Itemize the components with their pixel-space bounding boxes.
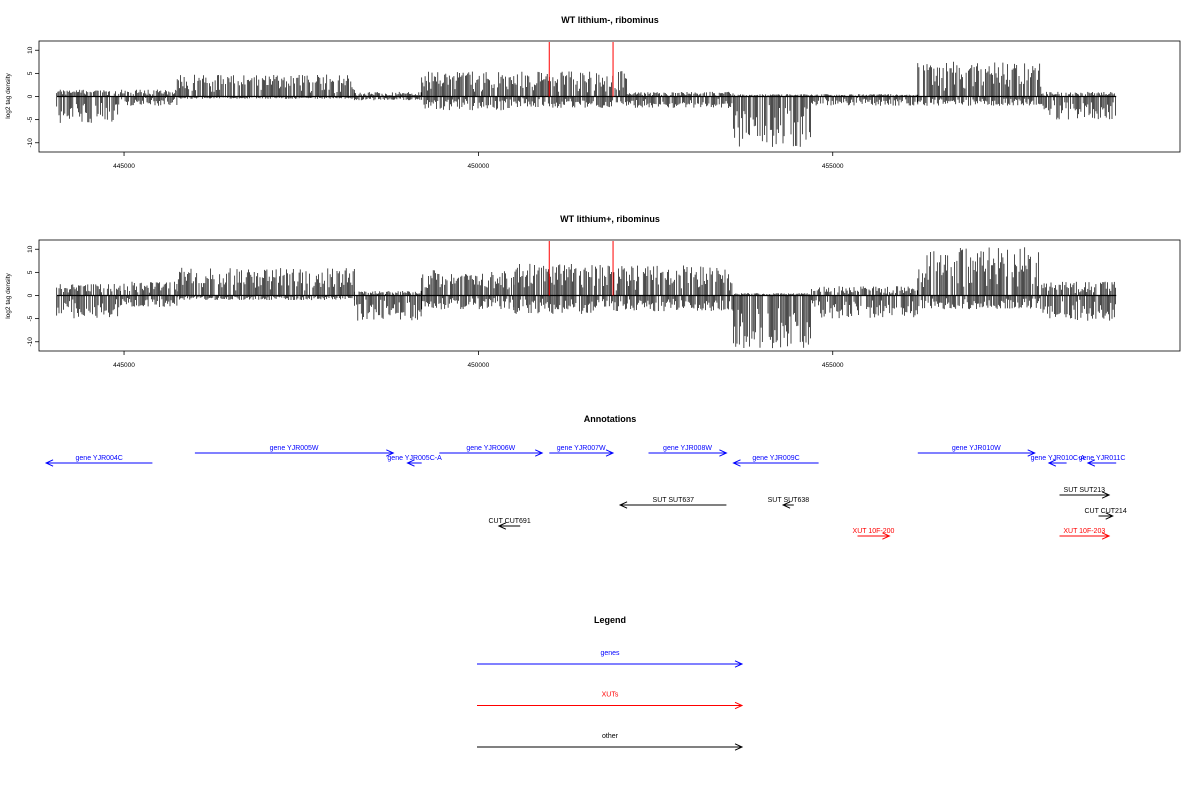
strand-arrowhead (44, 459, 54, 467)
feature-label: SUT SUT213 (1064, 487, 1106, 494)
legend-label: other (602, 733, 619, 740)
legend-entry-other: other (477, 733, 744, 751)
panel-title: WT lithium-, ribominus (561, 15, 659, 25)
feature-cut-cut691: CUT CUT691 (488, 518, 531, 530)
feature-gene-yjr010w: gene YJR010W (917, 445, 1036, 457)
feature-group: gene YJR004C gene YJR005W gene YJR005C-A ge… (44, 445, 1127, 540)
strand-arrowhead (1047, 459, 1057, 467)
feature-label: CUT CUT691 (488, 518, 530, 525)
y-tick-label: 0 (27, 293, 34, 297)
legend-title: Legend (594, 615, 626, 625)
panel-title: WT lithium+, ribominus (560, 214, 660, 224)
feature-gene-yjr005w: gene YJR005W (194, 445, 395, 457)
feature-gene-yjr011c: gene YJR011C (1079, 455, 1126, 467)
legend-entry-genes: genes (477, 650, 744, 668)
x-tick-label: 455000 (822, 163, 844, 170)
feature-label: gene YJR009C (752, 455, 799, 462)
strand-arrowhead (497, 522, 507, 530)
bar-group (56, 247, 1117, 349)
feature-gene-yjr006w: gene YJR006W (439, 445, 544, 457)
y-tick-label: -10 (27, 337, 34, 347)
feature-sut-sut213: SUT SUT213 (1059, 487, 1111, 499)
strand-arrowhead (882, 532, 891, 540)
x-axis: 445000 450000 455000 (113, 351, 844, 369)
annotations-title: Annotations (584, 414, 637, 424)
y-tick-label: 5 (27, 71, 34, 75)
strand-arrowhead (732, 459, 741, 467)
strand-arrowhead (1101, 532, 1111, 540)
strand-arrowhead (534, 449, 544, 457)
feature-label: CUT CUT214 (1084, 508, 1126, 515)
y-tick-label: 0 (27, 94, 34, 98)
feature-label: SUT SUT638 (768, 497, 810, 504)
y-tick-label: 10 (27, 46, 34, 54)
legend-arrowhead (734, 660, 744, 668)
strand-arrowhead (1101, 491, 1111, 499)
feature-xut-10f-203: XUT 10F-203 (1059, 528, 1111, 540)
feature-cut-cut214: CUT CUT214 (1084, 508, 1127, 520)
legend-arrowhead (734, 743, 744, 751)
strand-arrowhead (386, 449, 395, 457)
bar-group (56, 61, 1117, 147)
strand-arrowhead (605, 449, 615, 457)
strand-arrowhead (719, 449, 728, 457)
feature-xut-10f-200: XUT 10F-200 (853, 528, 895, 540)
y-tick-label: 10 (27, 245, 34, 253)
feature-gene-yjr007w: gene YJR007W (549, 445, 615, 457)
x-tick-label: 445000 (113, 362, 135, 369)
feature-label: gene YJR010W (952, 445, 1001, 452)
legend-panel: Legend genes XUTs other (477, 615, 744, 751)
track-panel-lithium-plus: WT lithium+, ribominus log2 tag density … (5, 214, 1181, 369)
feature-label: gene YJR011C (1079, 455, 1126, 462)
y-tick-label: -5 (27, 315, 34, 321)
x-tick-label: 455000 (822, 362, 844, 369)
x-axis: 445000 450000 455000 (113, 152, 844, 170)
x-tick-label: 450000 (468, 362, 490, 369)
x-tick-label: 445000 (113, 163, 135, 170)
y-axis: 10 5 0 -5 -10 (27, 46, 39, 148)
feature-label: XUT 10F-200 (853, 528, 895, 535)
marker-group (548, 42, 614, 97)
strand-arrowhead (1086, 459, 1096, 467)
feature-label: gene YJR010C-A (1031, 455, 1086, 462)
marker-group (548, 241, 614, 296)
feature-label: gene YJR006W (466, 445, 515, 452)
feature-gene-yjr004c: gene YJR004C (44, 455, 153, 467)
feature-label: SUT SUT637 (653, 497, 695, 504)
feature-gene-yjr010c-a: gene YJR010C-A (1031, 455, 1086, 467)
y-axis: 10 5 0 -5 -10 (27, 245, 39, 347)
feature-label: gene YJR004C (76, 455, 123, 462)
feature-sut-sut638: SUT SUT638 (768, 497, 810, 509)
y-axis-label: log2 tag density (5, 72, 12, 118)
feature-label: gene YJR007W (557, 445, 606, 452)
legend-entry-xuts: XUTs (477, 692, 744, 710)
y-tick-label: -5 (27, 116, 34, 122)
feature-label: gene YJR005W (270, 445, 319, 452)
strand-arrowhead (1105, 512, 1114, 520)
strand-arrowhead (406, 459, 415, 467)
y-axis-label: log2 tag density (5, 272, 12, 318)
strand-arrowhead (781, 501, 791, 509)
feature-label: gene YJR005C-A (387, 455, 442, 462)
track-panel-lithium-minus: WT lithium-, ribominus log2 tag density … (5, 15, 1181, 170)
legend-entries: genes XUTs other (477, 650, 744, 751)
feature-sut-sut637: SUT SUT637 (618, 497, 727, 509)
strand-arrowhead (618, 501, 628, 509)
feature-gene-yjr008w: gene YJR008W (648, 445, 728, 457)
feature-gene-yjr005c-a: gene YJR005C-A (387, 455, 442, 467)
legend-label: genes (600, 650, 620, 657)
x-tick-label: 450000 (468, 163, 490, 170)
legend-arrowhead (734, 701, 744, 710)
feature-label: gene YJR008W (663, 445, 712, 452)
legend-label: XUTs (602, 692, 619, 699)
feature-label: XUT 10F-203 (1063, 528, 1105, 535)
strand-arrowhead (1027, 449, 1036, 457)
y-tick-label: 5 (27, 270, 34, 274)
y-tick-label: -10 (27, 138, 34, 148)
feature-gene-yjr009c: gene YJR009C (732, 455, 819, 467)
